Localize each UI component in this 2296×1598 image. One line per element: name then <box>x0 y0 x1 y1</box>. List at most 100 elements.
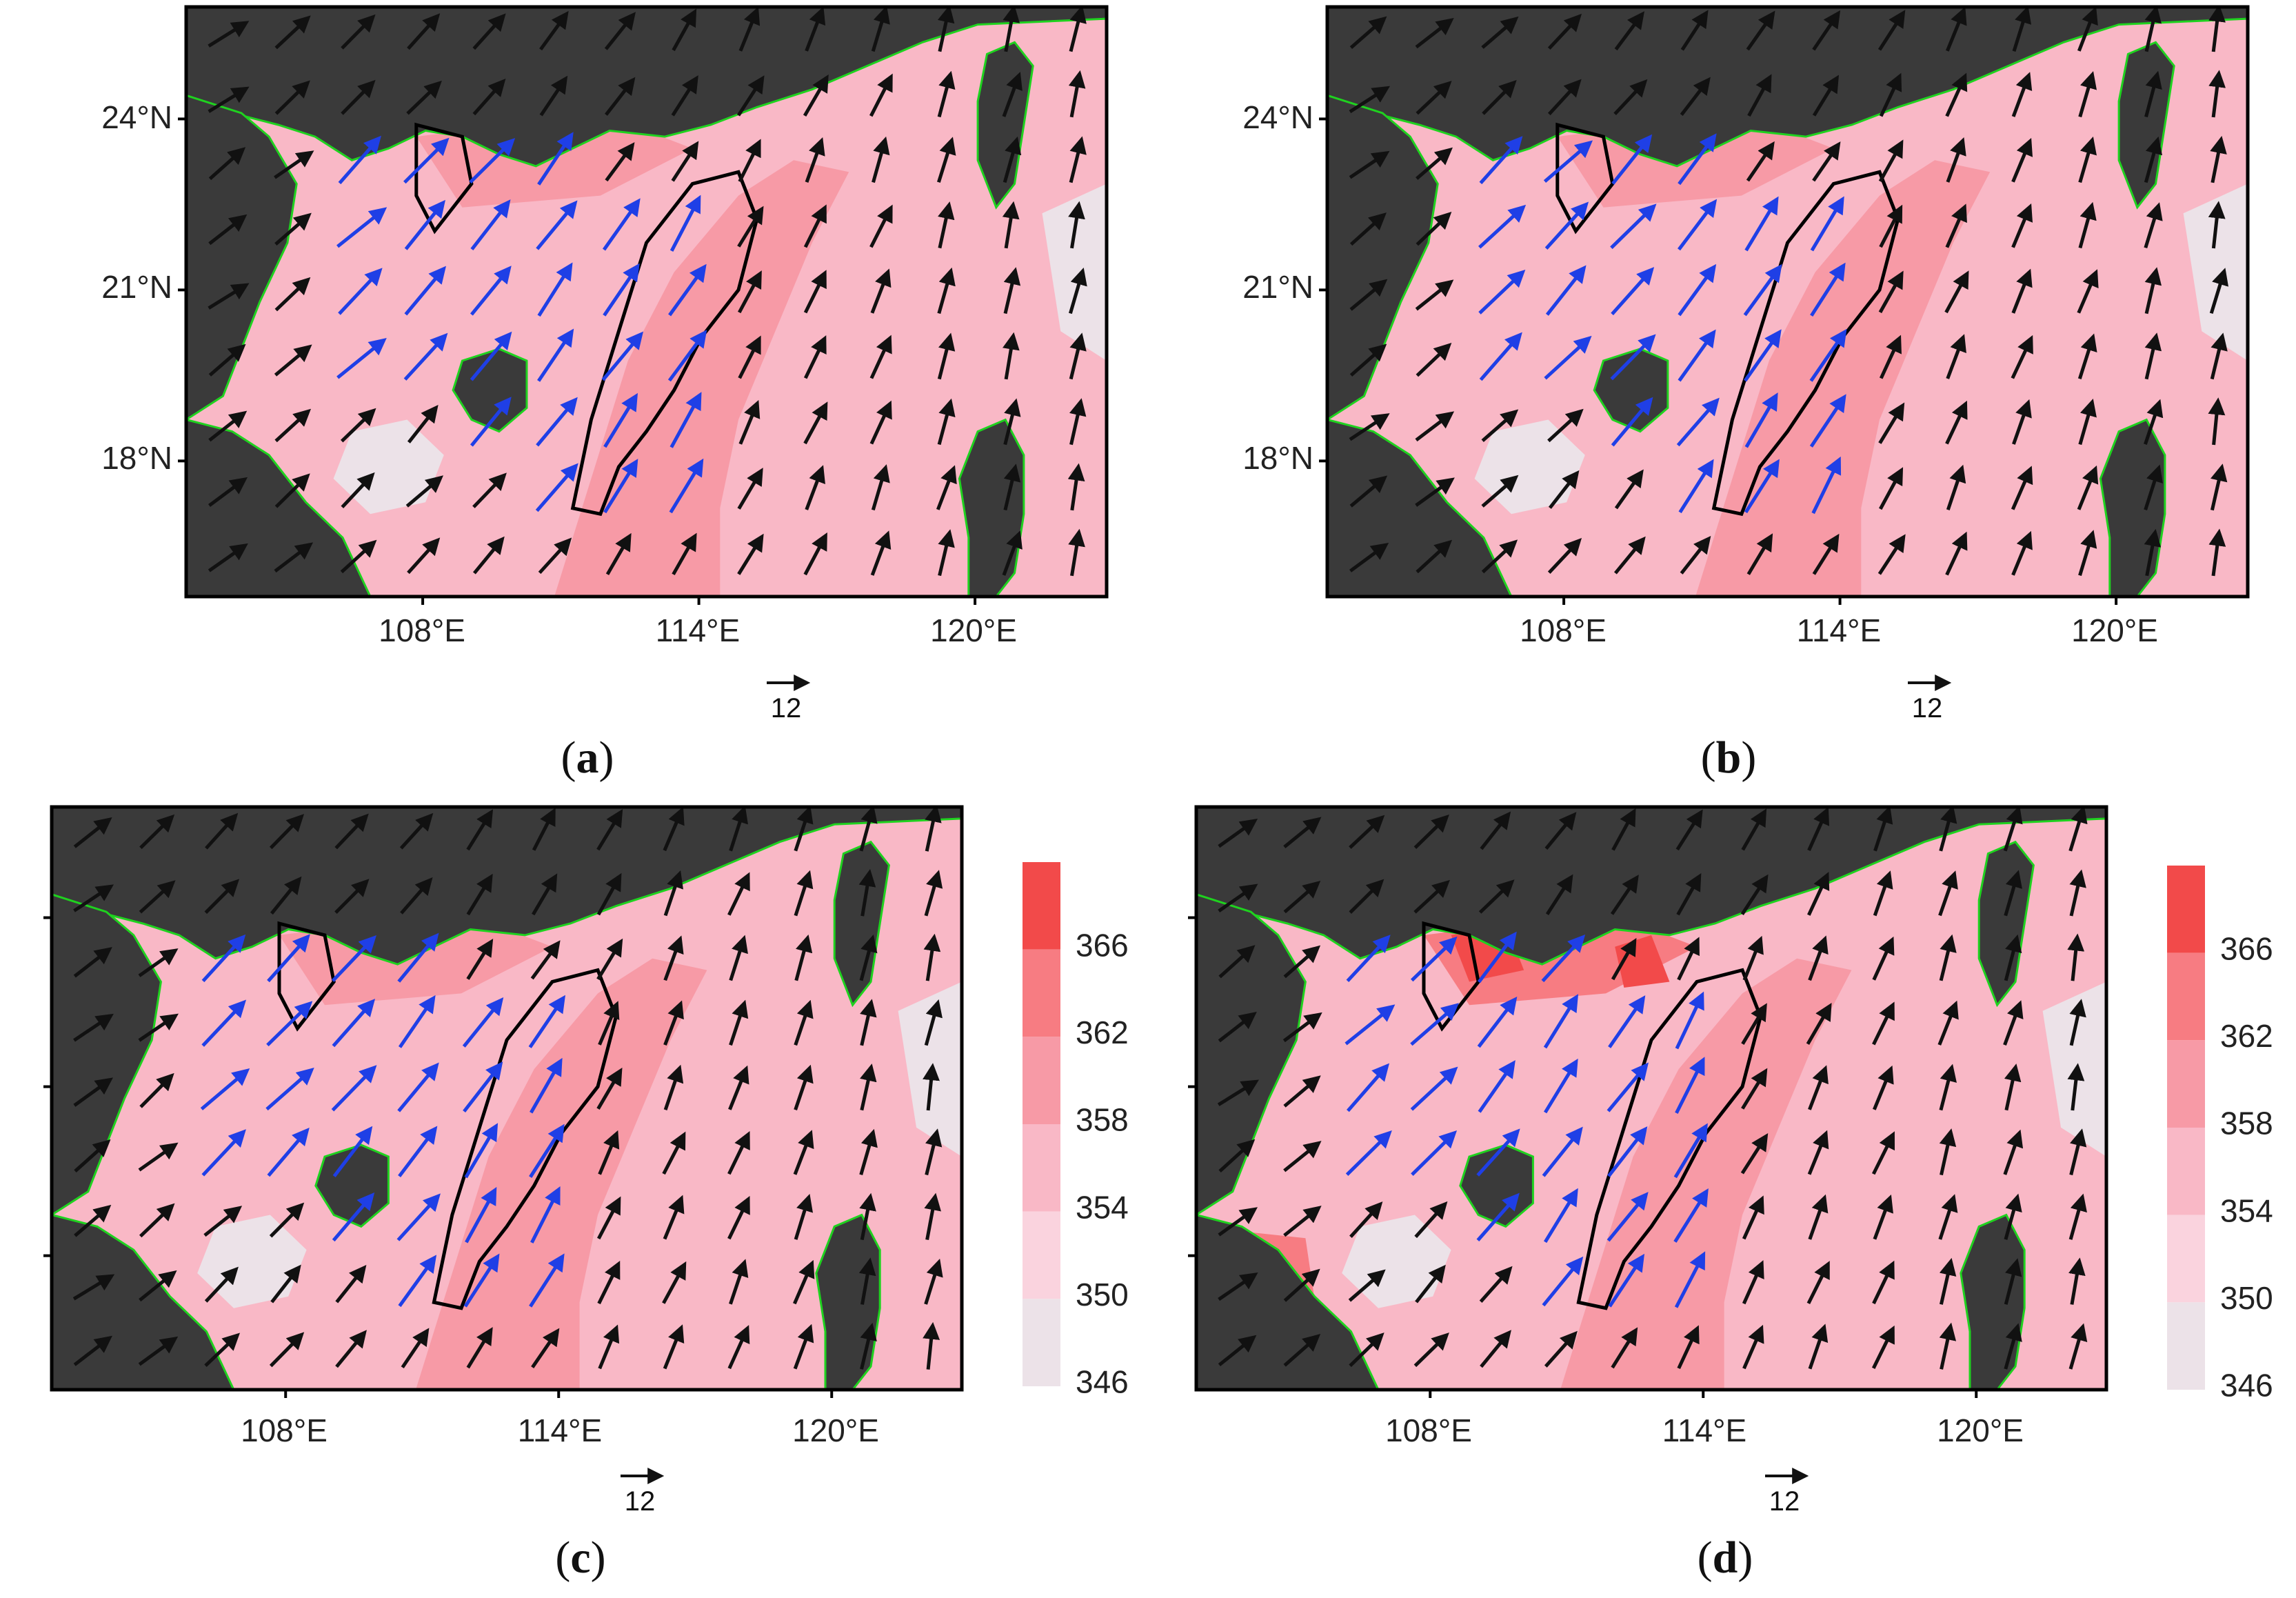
wind-vector <box>737 270 762 314</box>
wind-vector <box>2004 934 2022 981</box>
wind-vector <box>269 1202 305 1238</box>
coastline <box>976 41 1034 210</box>
svg-text:12: 12 <box>1769 1486 1800 1517</box>
wind-vector <box>2078 136 2097 183</box>
wind-vector <box>2011 72 2033 117</box>
wind-vector <box>1349 279 1388 311</box>
wind-vector <box>869 204 893 248</box>
wind-vector <box>1746 141 1775 182</box>
wind-vector-strong <box>1611 134 1653 185</box>
wind-vector <box>208 477 248 508</box>
map-frame <box>1194 805 2108 1392</box>
wind-vector <box>663 807 685 852</box>
wind-vector <box>1283 880 1321 914</box>
wind-vector-strong <box>201 934 246 983</box>
wind-vector <box>2208 7 2226 52</box>
wind-vector <box>335 1330 367 1368</box>
map-frame <box>1325 5 2250 599</box>
wind-vector-strong <box>528 995 566 1048</box>
wind-vector-strong <box>1478 1060 1515 1113</box>
wind-vector <box>1872 1065 1894 1110</box>
wind-vector-strong <box>1607 1192 1649 1242</box>
wind-vector-strong <box>1479 136 1523 185</box>
high-value-band <box>1695 160 1991 597</box>
wind-vector <box>1740 874 1769 915</box>
colorbar-swatch <box>1023 949 1060 1037</box>
wind-vector <box>1349 1332 1384 1368</box>
wind-vector <box>663 1324 685 1370</box>
wind-vector-strong <box>1479 332 1522 381</box>
colorbar-swatch <box>2167 1215 2205 1303</box>
wind-vector-strong <box>1478 204 1527 249</box>
wind-vector-strong <box>267 934 310 983</box>
coastline <box>1327 418 1513 597</box>
wind-vector <box>1939 934 1957 981</box>
wind-vector <box>1349 413 1390 441</box>
wind-vector <box>869 73 893 117</box>
wind-vector-strong <box>1673 1188 1709 1243</box>
wind-vector-strong <box>398 1255 437 1308</box>
wind-vector <box>539 75 568 117</box>
wind-vector <box>803 74 829 117</box>
wind-vector <box>2011 203 2033 248</box>
wind-vector <box>1069 332 1087 380</box>
wind-vector <box>204 1266 239 1303</box>
wind-vector <box>1478 879 1515 914</box>
wind-vector <box>2078 530 2097 577</box>
wind-vector <box>1872 1260 1895 1305</box>
wind-vector <box>1741 1068 1768 1110</box>
coastline <box>1196 1213 1380 1390</box>
wind-vector <box>738 139 761 183</box>
wind-vector <box>73 1013 114 1042</box>
wind-vector <box>871 7 890 52</box>
colorbar-tick-label: 350 <box>2220 1280 2273 1316</box>
wind-vector <box>937 398 956 446</box>
wind-vector <box>663 1000 684 1046</box>
panel-b-content <box>1319 5 2250 605</box>
wind-vector <box>1946 334 1966 379</box>
wind-vector <box>1003 7 1020 52</box>
wind-vector <box>1413 1332 1449 1368</box>
wind-vector <box>923 933 941 981</box>
wind-vector <box>1548 470 1580 509</box>
coastline <box>2117 41 2175 210</box>
wind-vector-strong <box>669 392 702 448</box>
wind-vector-strong <box>1345 1130 1392 1176</box>
coastline <box>2099 418 2166 597</box>
wind-vector <box>74 1139 111 1172</box>
wind-vector <box>1416 539 1453 574</box>
lat-tick-18n: 18°N <box>1242 440 1313 476</box>
wind-vector <box>204 879 240 915</box>
wind-vector <box>532 808 556 851</box>
wind-vector <box>793 1259 815 1305</box>
wind-vector <box>1808 1065 1829 1110</box>
wind-vector-strong <box>601 331 643 381</box>
wind-vector-strong <box>1678 133 1717 186</box>
wind-vector-strong <box>336 207 387 248</box>
wind-vector <box>937 267 956 314</box>
wind-vector <box>341 79 376 115</box>
wind-vector <box>598 1001 620 1046</box>
wind-vector <box>1610 875 1639 915</box>
contour-line <box>414 122 474 234</box>
wind-vector <box>2069 869 2086 917</box>
map-layers-a <box>186 7 1107 597</box>
wind-vector <box>472 472 507 508</box>
wind-vector <box>2077 269 2099 314</box>
wind-vector <box>1879 334 1902 379</box>
wind-vector <box>2012 399 2032 445</box>
reference-vector: 12 <box>1908 675 1952 723</box>
colorbar-tick-label: 358 <box>2220 1106 2273 1141</box>
wind-vector <box>596 808 623 851</box>
wind-vector <box>2012 7 2032 52</box>
colorbar: 366 362 358 354 350 346 <box>1023 862 1129 1400</box>
wind-vector <box>925 1128 943 1176</box>
lon-tick-108e: 108°E <box>1520 612 1607 648</box>
wind-vector <box>1937 1000 1959 1046</box>
wind-vector <box>138 1013 179 1042</box>
wind-vector <box>924 999 943 1046</box>
wind-vector <box>1806 1003 1832 1046</box>
contour-line <box>277 921 336 1032</box>
wind-vector <box>1877 10 1906 51</box>
wind-vector <box>728 1065 749 1110</box>
